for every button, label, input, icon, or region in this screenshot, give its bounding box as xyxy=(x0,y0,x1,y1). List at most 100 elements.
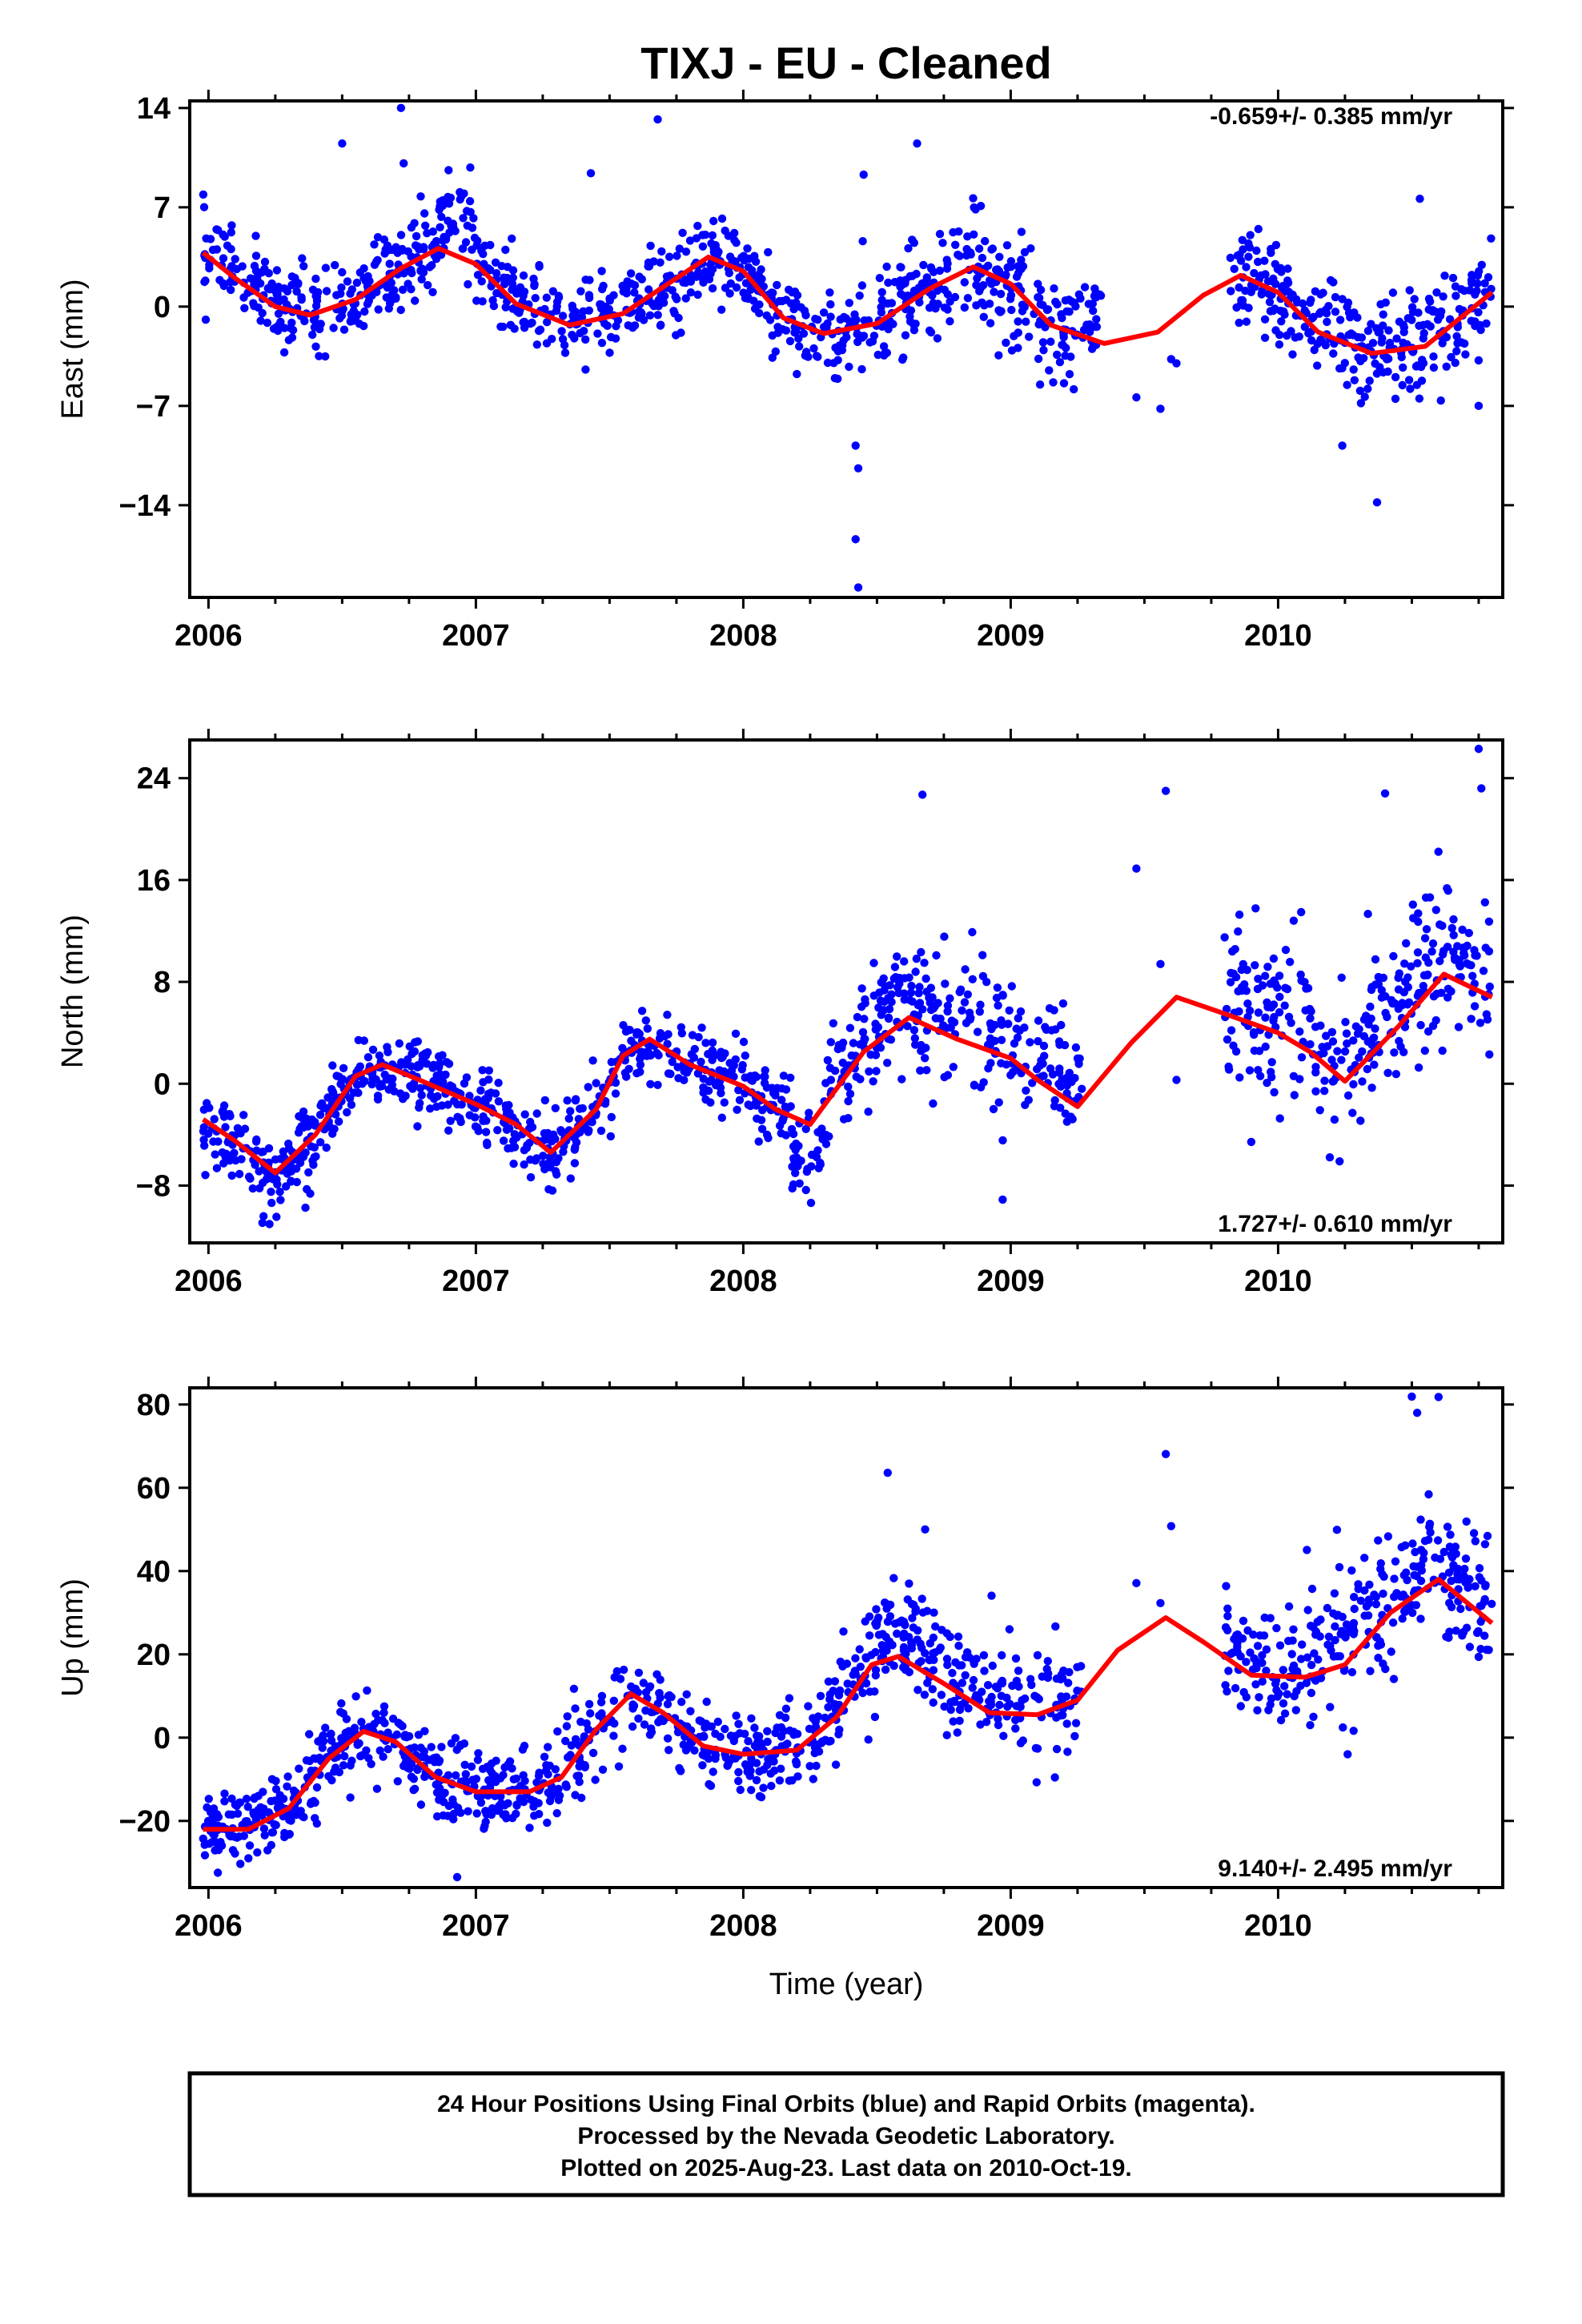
data-point xyxy=(1468,271,1476,279)
data-point xyxy=(1315,1106,1324,1115)
data-point xyxy=(1245,1066,1255,1075)
data-point xyxy=(1311,1627,1321,1636)
data-point xyxy=(880,997,889,1007)
data-point xyxy=(437,212,446,221)
data-point xyxy=(291,1811,300,1819)
data-point xyxy=(507,1144,516,1152)
data-point xyxy=(1252,1659,1261,1668)
data-point xyxy=(432,1812,442,1821)
data-point xyxy=(1407,1392,1416,1401)
data-point xyxy=(383,1745,392,1754)
data-point xyxy=(421,221,430,230)
data-point xyxy=(1356,1596,1366,1606)
data-point xyxy=(801,1124,810,1134)
data-point xyxy=(1329,278,1338,287)
data-point xyxy=(227,285,235,295)
data-point xyxy=(305,1756,314,1766)
data-point xyxy=(526,1117,535,1127)
data-point xyxy=(1374,1536,1383,1545)
data-point xyxy=(851,1670,860,1679)
y-axis-label: North (mm) xyxy=(56,915,90,1068)
data-point xyxy=(378,1716,387,1725)
data-point xyxy=(315,1753,324,1763)
data-point xyxy=(428,287,437,296)
data-point xyxy=(248,1184,257,1193)
data-point xyxy=(388,1715,398,1723)
data-point xyxy=(1371,955,1380,964)
data-point xyxy=(777,1764,785,1773)
data-point xyxy=(530,1811,539,1820)
data-point xyxy=(304,1168,313,1177)
data-point xyxy=(328,1061,337,1070)
data-point xyxy=(889,1574,898,1582)
data-point xyxy=(721,283,730,292)
data-point xyxy=(322,287,331,296)
x-tick-label: 2009 xyxy=(977,1265,1045,1298)
data-point xyxy=(437,1101,447,1110)
data-point xyxy=(554,293,564,302)
data-point xyxy=(708,283,717,293)
data-point xyxy=(1400,1023,1410,1031)
data-point xyxy=(577,1793,586,1803)
data-point xyxy=(643,1024,652,1033)
data-point xyxy=(711,1751,721,1759)
data-point xyxy=(337,1734,346,1743)
data-point xyxy=(307,1766,315,1775)
data-point xyxy=(258,1218,267,1228)
data-point xyxy=(200,1851,210,1860)
data-point xyxy=(345,1094,355,1103)
data-point xyxy=(1046,337,1055,346)
data-point xyxy=(996,308,1005,316)
data-point xyxy=(1363,327,1373,336)
data-point xyxy=(271,1785,281,1794)
data-point xyxy=(1033,1064,1042,1074)
data-point xyxy=(561,1736,570,1746)
data-point xyxy=(430,1758,440,1767)
data-point xyxy=(1073,1687,1082,1695)
data-point xyxy=(936,1014,945,1023)
data-point xyxy=(1303,1606,1312,1614)
data-point xyxy=(299,1812,308,1822)
data-point xyxy=(949,1717,958,1726)
data-point xyxy=(785,1694,794,1703)
data-point xyxy=(881,348,889,358)
data-point xyxy=(1465,1574,1474,1584)
data-point xyxy=(259,1824,269,1833)
data-point xyxy=(929,1633,938,1642)
data-point xyxy=(702,1697,711,1707)
data-point xyxy=(994,1715,1002,1723)
data-point xyxy=(494,1097,504,1106)
data-point xyxy=(1438,339,1447,348)
data-point xyxy=(1419,320,1427,330)
data-point xyxy=(1036,285,1046,295)
data-point xyxy=(1353,313,1362,322)
data-point xyxy=(973,274,982,283)
data-point xyxy=(1014,1667,1023,1675)
data-point xyxy=(372,287,381,296)
data-point xyxy=(337,1699,346,1708)
x-tick-label: 2006 xyxy=(175,619,243,653)
data-point xyxy=(1089,306,1098,316)
data-point xyxy=(921,1525,930,1534)
data-point xyxy=(1287,327,1295,336)
data-point xyxy=(1253,1706,1262,1715)
data-point xyxy=(402,1058,412,1067)
data-point xyxy=(805,1762,814,1771)
data-point xyxy=(309,1160,318,1169)
data-point xyxy=(510,324,519,333)
data-point xyxy=(1460,339,1469,348)
data-point xyxy=(629,1701,639,1711)
data-point xyxy=(225,1831,234,1839)
data-point xyxy=(264,1144,274,1153)
data-point xyxy=(705,1077,714,1086)
data-point xyxy=(310,323,319,332)
data-point xyxy=(1227,968,1235,978)
data-point xyxy=(1365,1580,1374,1590)
data-point xyxy=(844,1114,853,1123)
data-point xyxy=(906,988,916,997)
data-point xyxy=(532,1154,541,1163)
data-point xyxy=(1331,1635,1339,1645)
data-point xyxy=(1474,356,1484,365)
data-point xyxy=(1349,365,1358,374)
data-point xyxy=(301,1203,310,1212)
